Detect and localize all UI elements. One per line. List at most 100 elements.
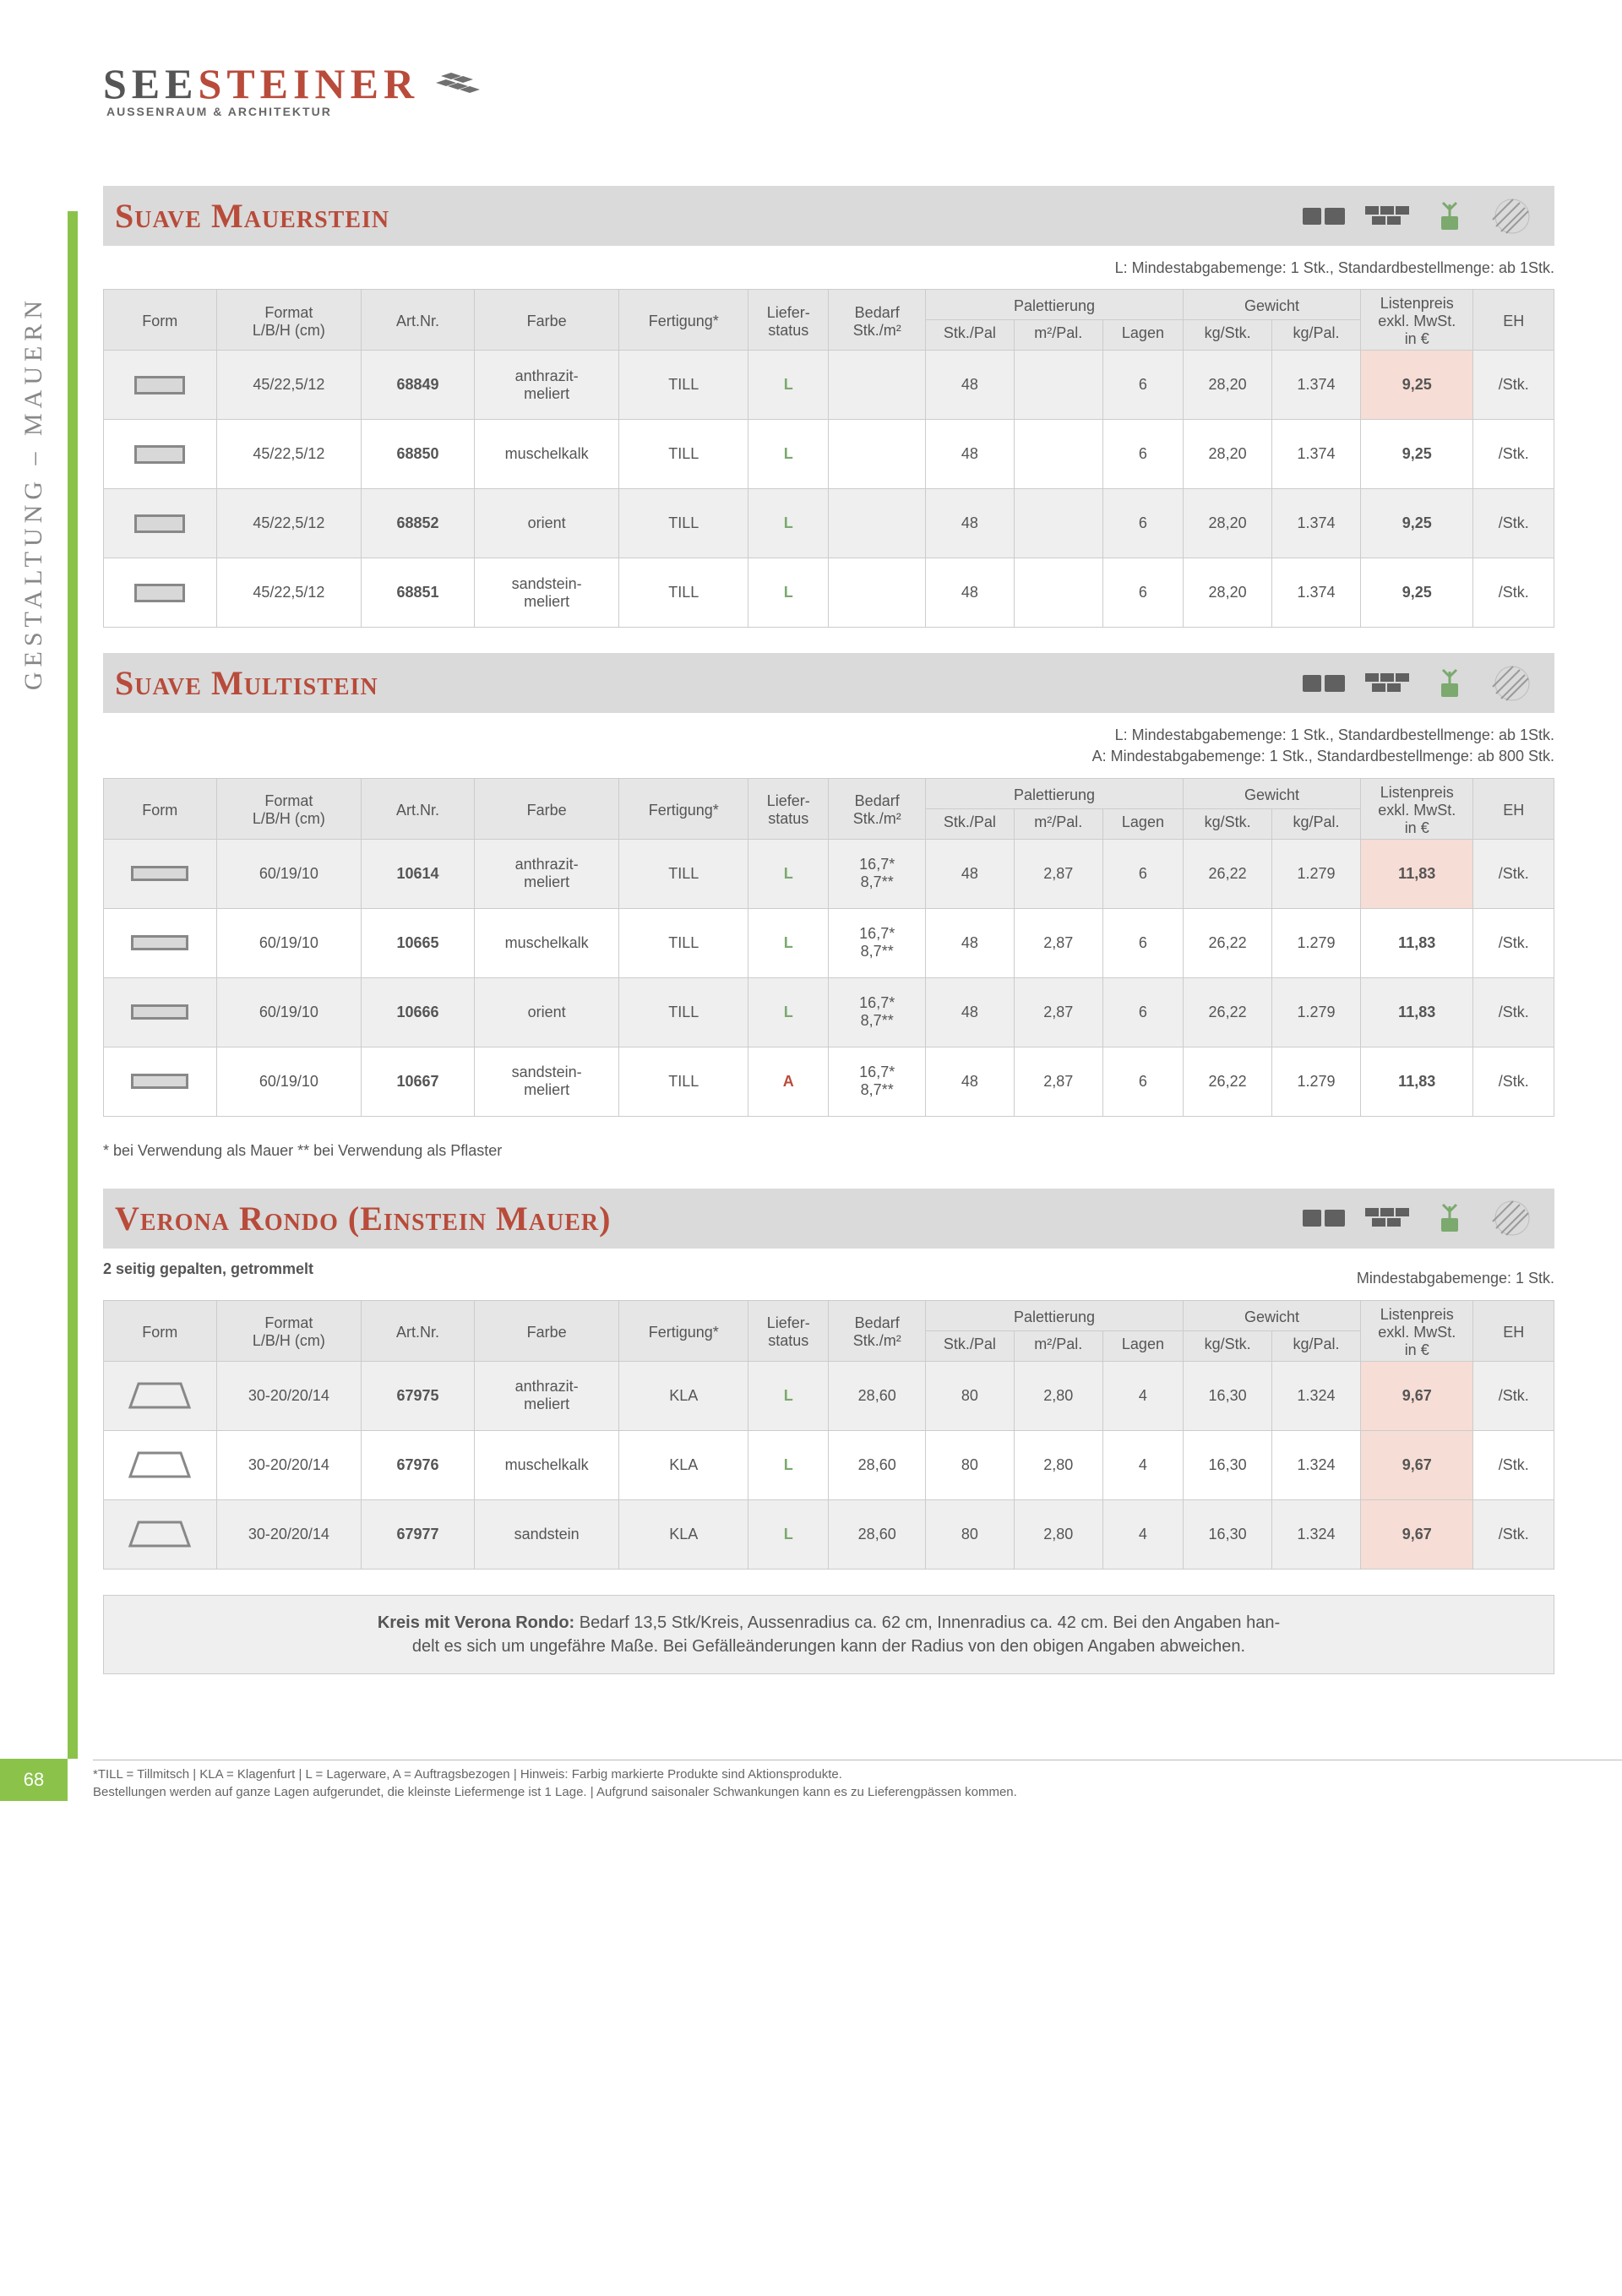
stkpal-cell: 80 [925,1499,1014,1569]
format-cell: 60/19/10 [216,839,362,908]
bedarf-cell [829,351,925,420]
fertigung-cell: TILL [619,420,748,489]
kgpal-cell: 1.279 [1272,839,1361,908]
fertigung-cell: KLA [619,1499,748,1569]
wall-side-icon [1299,1200,1350,1237]
format-cell: 45/22,5/12 [216,351,362,420]
wall-bricks-icon [1362,665,1412,702]
table-row: 45/22,5/12 68851 sandstein-meliert TILL … [104,558,1554,628]
stkpal-cell: 48 [925,489,1014,558]
lagen-cell: 6 [1102,908,1183,977]
kgpal-cell: 1.374 [1272,558,1361,628]
shape-cell [104,420,217,489]
logo-brand-2: STEINER [199,60,420,107]
bedarf-cell [829,420,925,489]
eh-cell: /Stk. [1473,908,1554,977]
section-header: Suave Multistein [103,653,1554,713]
product-table: Form FormatL/B/H (cm) Art.Nr. Farbe Fert… [103,1300,1554,1570]
stkpal-cell: 48 [925,977,1014,1047]
farbe-cell: sandstein-meliert [474,558,619,628]
lieferstatus-cell: L [748,420,829,489]
m2pal-cell [1014,420,1102,489]
fertigung-cell: TILL [619,1047,748,1116]
section-title: Suave Multistein [115,663,378,703]
hatch-icon [1487,665,1538,702]
price-cell: 9,25 [1360,351,1473,420]
price-cell: 9,67 [1360,1361,1473,1430]
price-cell: 11,83 [1360,839,1473,908]
lagen-cell: 6 [1102,351,1183,420]
format-cell: 45/22,5/12 [216,558,362,628]
shape-cell [104,1499,217,1569]
kgstk-cell: 28,20 [1184,351,1272,420]
fertigung-cell: TILL [619,351,748,420]
format-cell: 60/19/10 [216,1047,362,1116]
kgpal-cell: 1.374 [1272,489,1361,558]
kgstk-cell: 28,20 [1184,420,1272,489]
lieferstatus-cell: L [748,908,829,977]
farbe-cell: sandstein-meliert [474,1047,619,1116]
m2pal-cell: 2,80 [1014,1499,1102,1569]
bedarf-cell [829,558,925,628]
lagen-cell: 4 [1102,1499,1183,1569]
m2pal-cell: 2,80 [1014,1430,1102,1499]
shape-cell [104,908,217,977]
kgstk-cell: 26,22 [1184,1047,1272,1116]
lieferstatus-cell: L [748,1430,829,1499]
kgstk-cell: 16,30 [1184,1430,1272,1499]
disclaimer: *TILL = Tillmitsch | KLA = Klagenfurt | … [93,1760,1622,1801]
eh-cell: /Stk. [1473,977,1554,1047]
section-subtitle: 2 seitig gepalten, getrommelt [103,1260,313,1278]
eh-cell: /Stk. [1473,351,1554,420]
section-icons [1299,198,1538,235]
bedarf-cell: 16,7*8,7** [829,977,925,1047]
bedarf-cell [829,489,925,558]
table-row: 30-20/20/14 67975 anthrazit-meliert KLA … [104,1361,1554,1430]
farbe-cell: anthrazit-meliert [474,351,619,420]
farbe-cell: orient [474,977,619,1047]
eh-cell: /Stk. [1473,1047,1554,1116]
format-cell: 60/19/10 [216,977,362,1047]
format-cell: 45/22,5/12 [216,489,362,558]
table-row: 45/22,5/12 68852 orient TILL L 48 6 28,2… [104,489,1554,558]
logo: SEESTEINER AUSSENRAUM & ARCHITEKTUR [103,59,1554,118]
section-icons [1299,665,1538,702]
section-header: Verona Rondo (Einstein Mauer) [103,1189,1554,1249]
price-cell: 9,67 [1360,1430,1473,1499]
farbe-cell: muschelkalk [474,908,619,977]
stkpal-cell: 48 [925,558,1014,628]
lieferstatus-cell: L [748,351,829,420]
kgpal-cell: 1.324 [1272,1499,1361,1569]
lieferstatus-cell: L [748,558,829,628]
fertigung-cell: KLA [619,1430,748,1499]
eh-cell: /Stk. [1473,489,1554,558]
stkpal-cell: 80 [925,1430,1014,1499]
artnr-cell: 68850 [362,420,475,489]
artnr-cell: 10667 [362,1047,475,1116]
lagen-cell: 6 [1102,420,1183,489]
m2pal-cell [1014,489,1102,558]
kgpal-cell: 1.324 [1272,1430,1361,1499]
plant-icon [1424,198,1475,235]
table-row: 30-20/20/14 67976 muschelkalk KLA L 28,6… [104,1430,1554,1499]
kgstk-cell: 26,22 [1184,977,1272,1047]
stkpal-cell: 48 [925,1047,1014,1116]
farbe-cell: muschelkalk [474,420,619,489]
section-note: L: Mindestabgabemenge: 1 Stk., Standardb… [103,725,1554,767]
wall-side-icon [1299,198,1350,235]
product-table: Form FormatL/B/H (cm) Art.Nr. Farbe Fert… [103,778,1554,1117]
section-footnote: * bei Verwendung als Mauer ** bei Verwen… [103,1142,1554,1160]
kgpal-cell: 1.279 [1272,1047,1361,1116]
shape-cell [104,558,217,628]
kgpal-cell: 1.374 [1272,351,1361,420]
farbe-cell: orient [474,489,619,558]
price-cell: 9,67 [1360,1499,1473,1569]
lagen-cell: 6 [1102,558,1183,628]
lieferstatus-cell: A [748,1047,829,1116]
plant-icon [1424,665,1475,702]
lieferstatus-cell: L [748,1361,829,1430]
eh-cell: /Stk. [1473,1499,1554,1569]
table-row: 30-20/20/14 67977 sandstein KLA L 28,60 … [104,1499,1554,1569]
lagen-cell: 4 [1102,1430,1183,1499]
artnr-cell: 67976 [362,1430,475,1499]
